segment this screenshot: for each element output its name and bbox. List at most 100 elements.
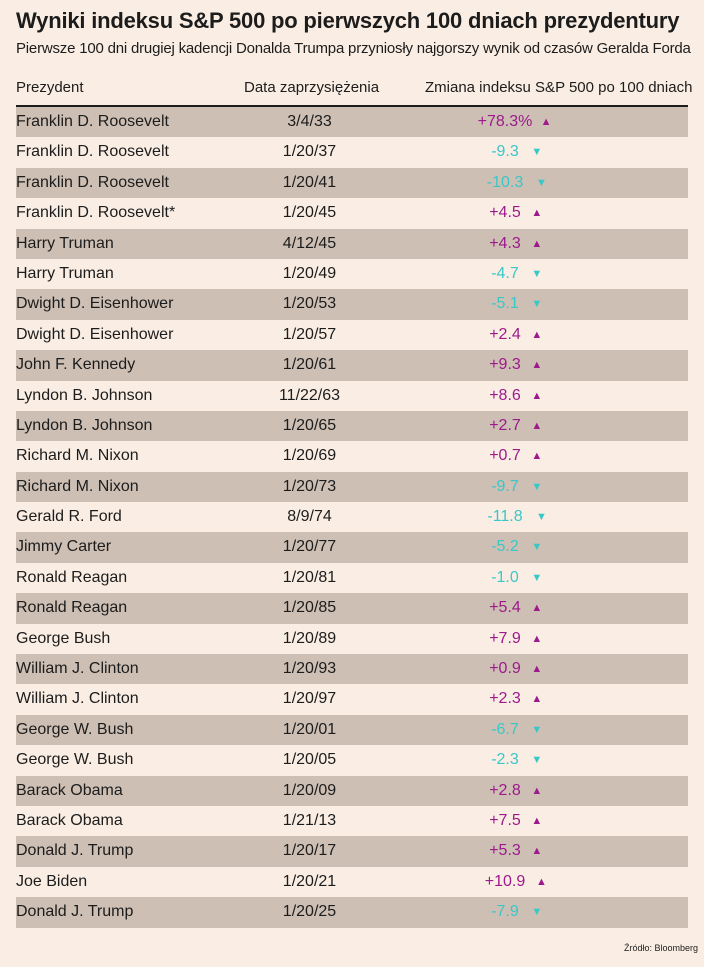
triangle-down-icon: ▼	[536, 176, 547, 189]
table-row: Richard M. Nixon 1/20/73 -9.7 ▼	[0, 471, 704, 503]
inauguration-date: 1/20/69	[282, 447, 337, 465]
change-value: -9.3	[491, 143, 519, 161]
triangle-up-icon: ▲	[536, 875, 547, 888]
inauguration-date: 1/20/93	[282, 660, 337, 678]
inauguration-date: 1/20/01	[282, 720, 337, 738]
inauguration-date: 11/22/63	[278, 386, 341, 404]
inauguration-date: 3/4/33	[287, 113, 332, 130]
inauguration-date: 1/20/85	[282, 599, 337, 617]
inauguration-date: 1/20/53	[282, 295, 337, 313]
table-row: Lyndon B. Johnson 11/22/63 +8.6 ▲	[0, 381, 704, 411]
table-row: Joe Biden 1/20/21 +10.9 ▲	[0, 867, 704, 897]
inauguration-date: 1/20/09	[282, 781, 337, 799]
president-name: Dwight D. Eisenhower	[16, 295, 174, 313]
table-row: George Bush 1/20/89 +7.9 ▲	[0, 624, 704, 654]
table-row: Ronald Reagan 1/20/81 -1.0 ▼	[0, 563, 704, 593]
president-name: Harry Truman	[16, 264, 114, 282]
table-row: Franklin D. Roosevelt 1/20/41 -10.3 ▼	[0, 167, 704, 199]
president-name: Barack Obama	[16, 811, 123, 829]
president-name: Donald J. Trump	[16, 903, 134, 921]
change-value: -5.1	[491, 295, 519, 313]
inauguration-date: 1/20/81	[282, 568, 337, 586]
table-header: Prezydent Data zaprzysiężenia Zmiana ind…	[0, 72, 704, 104]
triangle-down-icon: ▼	[531, 298, 543, 311]
table-row: Harry Truman 1/20/49 -4.7 ▼	[0, 259, 704, 289]
change-value: -11.8	[487, 508, 523, 526]
triangle-up-icon: ▲	[531, 663, 543, 676]
change-value: +0.9	[489, 660, 521, 678]
president-name: George W. Bush	[16, 751, 134, 769]
triangle-up-icon: ▲	[531, 237, 543, 250]
table-row: Franklin D. Roosevelt* 1/20/45 +4.5 ▲	[0, 198, 704, 228]
change-value: +78.3%	[477, 113, 533, 130]
president-name: Barack Obama	[16, 781, 123, 799]
president-name: Gerald R. Ford	[16, 508, 122, 526]
triangle-up-icon: ▲	[531, 359, 543, 372]
inauguration-date: 1/20/77	[282, 538, 337, 556]
change-value: -1.0	[491, 568, 519, 586]
president-name: Harry Truman	[16, 234, 114, 252]
change-value: -4.7	[491, 264, 519, 282]
table-row: George W. Bush 1/20/05 -2.3 ▼	[0, 745, 704, 775]
table-row: George W. Bush 1/20/01 -6.7 ▼	[0, 714, 704, 746]
change-value: +8.6	[489, 386, 521, 404]
table-row: Ronald Reagan 1/20/85 +5.4 ▲	[0, 593, 704, 625]
president-name: Lyndon B. Johnson	[16, 386, 153, 404]
change-value: +2.4	[489, 325, 521, 343]
president-name: Donald J. Trump	[16, 842, 134, 860]
column-header-change: Zmiana indeksu S&P 500 po 100 dniach	[425, 79, 693, 96]
triangle-down-icon: ▼	[531, 754, 543, 767]
inauguration-date: 1/20/57	[282, 325, 337, 343]
triangle-up-icon: ▲	[531, 814, 543, 827]
table-row: Dwight D. Eisenhower 1/20/53 -5.1 ▼	[0, 289, 704, 321]
triangle-down-icon: ▼	[531, 480, 543, 493]
president-name: George W. Bush	[16, 720, 134, 738]
triangle-down-icon: ▼	[531, 571, 543, 584]
inauguration-date: 8/9/74	[287, 508, 332, 526]
source-note: Źródło: Bloomberg	[623, 943, 698, 953]
triangle-up-icon: ▲	[531, 632, 543, 645]
page-subtitle: Pierwsze 100 dni drugiej kadencji Donald…	[16, 40, 691, 57]
inauguration-date: 1/20/17	[282, 842, 337, 860]
change-value: +7.9	[489, 629, 521, 647]
column-header-president: Prezydent	[16, 79, 84, 96]
president-name: George Bush	[16, 629, 111, 647]
president-name: Franklin D. Roosevelt	[16, 113, 169, 130]
table-row: John F. Kennedy 1/20/61 +9.3 ▲	[0, 350, 704, 381]
president-name: Franklin D. Roosevelt	[16, 173, 169, 191]
president-name: William J. Clinton	[16, 660, 139, 678]
triangle-up-icon: ▲	[531, 207, 543, 220]
change-value: +0.7	[489, 447, 521, 465]
change-value: -10.3	[486, 173, 524, 191]
change-value: +2.8	[489, 781, 521, 799]
table-row: Donald J. Trump 1/20/25 -7.9 ▼	[0, 897, 704, 928]
table-row: Donald J. Trump 1/20/17 +5.3 ▲	[0, 836, 704, 868]
inauguration-date: 1/21/13	[282, 811, 337, 829]
table-row: Gerald R. Ford 8/9/74 -11.8 ▼	[0, 502, 704, 532]
inauguration-date: 1/20/25	[282, 903, 337, 921]
triangle-down-icon: ▼	[531, 723, 543, 736]
change-value: -9.7	[491, 477, 519, 495]
president-name: Jimmy Carter	[16, 538, 112, 556]
president-name: William J. Clinton	[16, 690, 139, 708]
table-row: Franklin D. Roosevelt 1/20/37 -9.3 ▼	[0, 137, 704, 167]
inauguration-date: 1/20/65	[282, 416, 337, 434]
change-value: -2.3	[491, 751, 519, 769]
triangle-up-icon: ▲	[531, 784, 543, 797]
triangle-down-icon: ▼	[531, 541, 543, 554]
president-name: Franklin D. Roosevelt*	[16, 204, 176, 222]
table-row: Richard M. Nixon 1/20/69 +0.7 ▲	[0, 441, 704, 471]
triangle-down-icon: ▼	[531, 906, 543, 919]
change-value: +4.3	[489, 234, 521, 252]
table-row: William J. Clinton 1/20/97 +2.3 ▲	[0, 684, 704, 714]
table-row: Franklin D. Roosevelt 3/4/33 +78.3% ▲	[0, 107, 704, 138]
table-row: Barack Obama 1/21/13 +7.5 ▲	[0, 806, 704, 836]
president-name: Richard M. Nixon	[16, 477, 139, 495]
column-header-date: Data zaprzysiężenia	[244, 79, 380, 96]
table-row: Dwight D. Eisenhower 1/20/57 +2.4 ▲	[0, 320, 704, 350]
header-divider	[16, 105, 688, 107]
triangle-up-icon: ▲	[531, 419, 543, 432]
table-row: Jimmy Carter 1/20/77 -5.2 ▼	[0, 532, 704, 564]
change-value: -7.9	[491, 903, 519, 921]
president-name: Dwight D. Eisenhower	[16, 325, 174, 343]
